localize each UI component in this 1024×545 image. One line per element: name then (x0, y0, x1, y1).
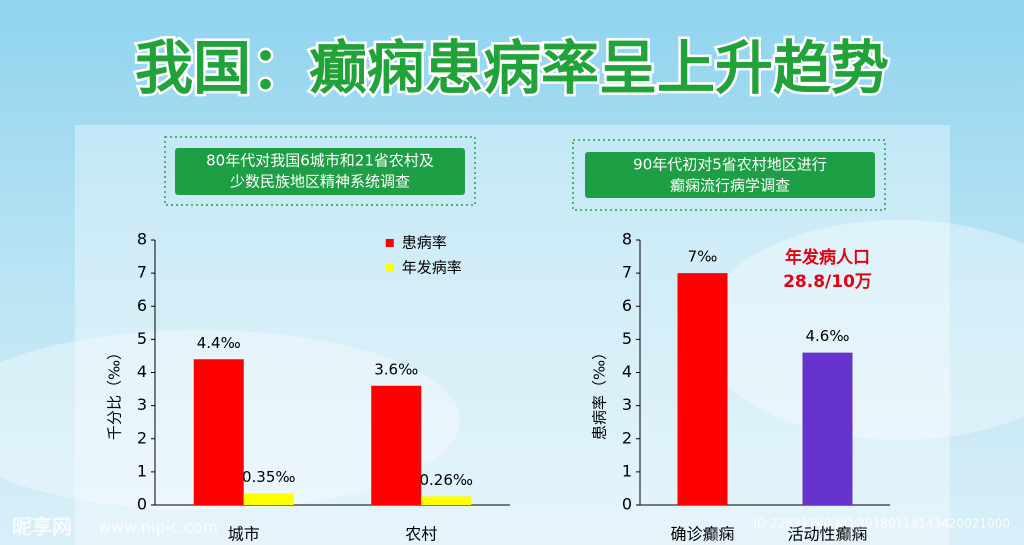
subtitle-box (585, 152, 875, 198)
y-tick-label: 8 (622, 230, 632, 249)
watermark: 昵享网 (12, 515, 72, 539)
legend-label: 患病率 (402, 234, 447, 252)
value-label: 3.6‰ (374, 360, 418, 378)
chart-subtitle: 80年代对我国6城市和21省农村及 (206, 152, 434, 170)
page-title: 我国：癫痫患病率呈上升趋势 (135, 34, 889, 102)
y-tick-label: 8 (137, 230, 147, 249)
subtitle-frame (164, 136, 476, 206)
y-tick-label: 3 (622, 395, 632, 414)
bar (802, 352, 853, 505)
y-tick-label: 6 (622, 296, 632, 315)
x-tick-label: 城市 (228, 525, 260, 544)
value-label: 0.26‰ (419, 471, 473, 489)
annotation: 年发病人口 (785, 247, 870, 268)
y-axis-label: 千分比（‰） (106, 345, 124, 440)
y-tick-label: 4 (622, 362, 632, 381)
y-tick-label: 7 (622, 263, 632, 282)
value-label: 4.6‰ (806, 327, 850, 345)
watermark: www.nipic.com (98, 518, 218, 537)
cloud (700, 220, 1024, 440)
y-tick-label: 6 (137, 296, 147, 315)
chart-subtitle: 少数民族地区精神系统调查 (230, 173, 410, 191)
y-tick-label: 2 (622, 428, 632, 447)
legend-label: 年发病率 (402, 259, 462, 277)
y-tick-label: 0 (622, 495, 632, 514)
y-tick-label: 1 (137, 461, 147, 480)
legend-swatch (385, 239, 394, 247)
value-label: 7‰ (688, 248, 718, 266)
bar (677, 273, 728, 505)
y-axis-label: 患病率（‰） (591, 345, 609, 440)
y-tick-label: 4 (137, 362, 147, 381)
chart-subtitle: 癫痫流行病学调查 (670, 177, 790, 195)
value-label: 4.4‰ (197, 334, 241, 352)
y-tick-label: 7 (137, 263, 147, 282)
value-label: 0.35‰ (242, 468, 296, 486)
bar (371, 385, 422, 505)
y-tick-label: 2 (137, 428, 147, 447)
y-tick-label: 5 (622, 329, 632, 348)
x-tick-label: 确诊癫痫 (670, 525, 734, 544)
legend-swatch (385, 264, 394, 272)
chart-subtitle: 90年代初对5省农村地区进行 (633, 156, 827, 174)
subtitle-box (175, 148, 465, 195)
watermark: ID:22831740 NO:20180114143420021000 (753, 517, 1010, 531)
bar (193, 359, 244, 505)
y-tick-label: 1 (622, 461, 632, 480)
y-tick-label: 0 (137, 495, 147, 514)
y-tick-label: 5 (137, 329, 147, 348)
bar (243, 493, 294, 505)
y-tick-label: 3 (137, 395, 147, 414)
annotation: 28.8/10万 (783, 272, 872, 292)
bar (421, 496, 472, 505)
subtitle-frame (572, 139, 886, 211)
x-tick-label: 活动性癫痫 (787, 525, 867, 544)
x-tick-label: 农村 (405, 525, 437, 544)
